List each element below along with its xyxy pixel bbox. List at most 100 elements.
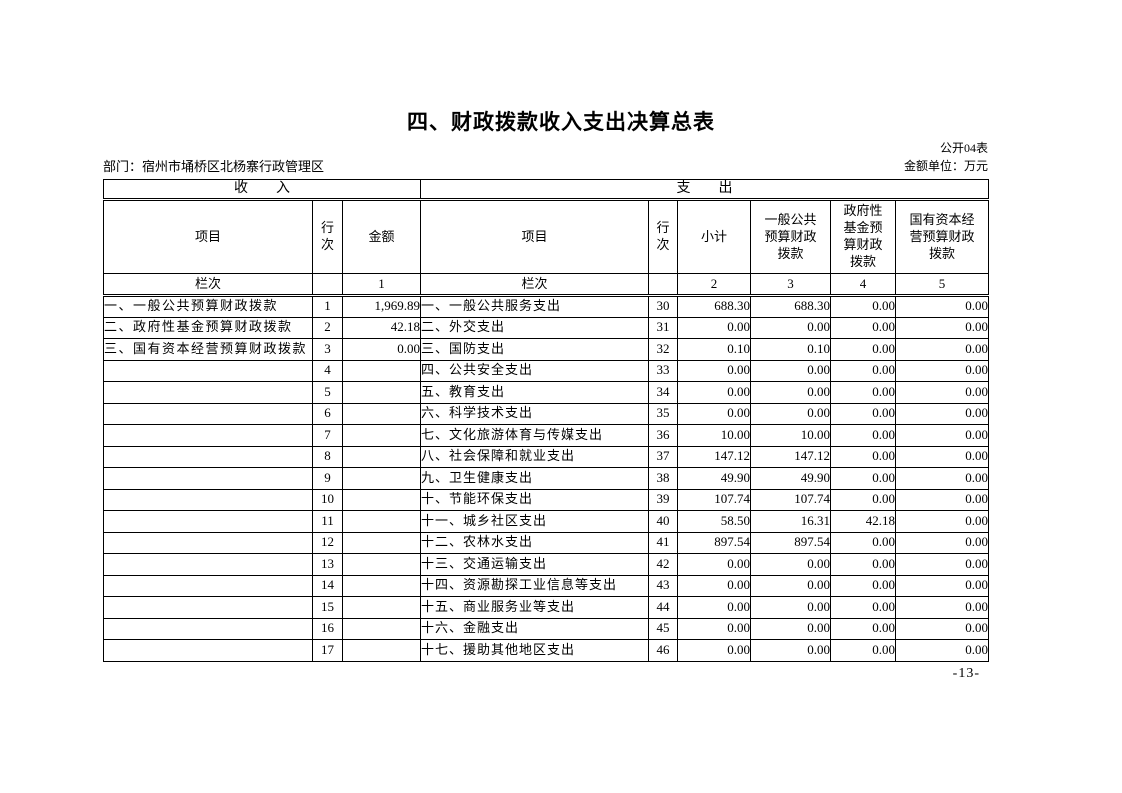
page-number: -13- <box>952 666 980 681</box>
income-line-header: 行 次 <box>312 199 343 275</box>
expense-line-cell: 33 <box>648 359 678 383</box>
income-item-cell <box>103 574 313 598</box>
income-item-header: 项目 <box>103 199 313 275</box>
state-capital-cell: 0.00 <box>895 488 989 512</box>
general-budget-cell: 0.10 <box>750 338 831 361</box>
subtotal-colnum: 2 <box>677 273 751 298</box>
expense-line-cell: 30 <box>648 295 678 318</box>
income-line-cell: 1 <box>312 295 343 318</box>
income-line-cell: 2 <box>312 316 343 340</box>
state-capital-cell: 0.00 <box>895 381 989 404</box>
page-title: 四、财政拨款收入支出决算总表 <box>407 110 715 134</box>
income-line-cell: 4 <box>312 359 343 383</box>
income-amount-cell <box>342 467 421 490</box>
income-amount-cell <box>342 574 421 598</box>
table-row: 4 四、公共安全支出 33 0.00 0.00 0.00 0.00 <box>103 359 989 383</box>
income-amount-cell <box>342 488 421 512</box>
general-budget-cell: 0.00 <box>750 359 831 383</box>
gov-fund-cell: 0.00 <box>830 445 896 469</box>
state-capital-colnum: 5 <box>895 273 989 298</box>
expense-line-cell: 46 <box>648 639 678 662</box>
state-capital-cell: 0.00 <box>895 596 989 619</box>
subtotal-cell: 0.00 <box>677 359 751 383</box>
income-item-cell: 一、一般公共预算财政拨款 <box>103 295 313 318</box>
subtotal-cell: 688.30 <box>677 295 751 318</box>
general-budget-cell: 0.00 <box>750 639 831 662</box>
income-item-cell <box>103 445 313 469</box>
gov-fund-cell: 0.00 <box>830 596 896 619</box>
income-item-cell: 三、国有资本经营预算财政拨款 <box>103 338 313 361</box>
general-budget-cell: 0.00 <box>750 617 831 641</box>
subtotal-cell: 0.00 <box>677 553 751 576</box>
general-budget-cell: 0.00 <box>750 574 831 598</box>
state-capital-cell: 0.00 <box>895 295 989 318</box>
income-amount-cell <box>342 402 421 426</box>
income-line-cell: 6 <box>312 402 343 426</box>
expense-line-cell: 41 <box>648 531 678 555</box>
income-line-cell: 7 <box>312 424 343 447</box>
expense-item-cell: 十七、援助其他地区支出 <box>420 639 649 662</box>
form-code-label: 公开04表 <box>939 141 988 155</box>
state-capital-cell: 0.00 <box>895 639 989 662</box>
section-header-row: 收 入 支 出 <box>103 178 989 202</box>
income-line-cell: 16 <box>312 617 343 641</box>
column-number-row: 栏次 1 栏次 2 3 4 5 <box>103 273 989 298</box>
income-amount-cell <box>342 510 421 533</box>
subtotal-cell: 0.00 <box>677 617 751 641</box>
income-amount-header: 金额 <box>342 199 421 275</box>
income-line-cell: 12 <box>312 531 343 555</box>
expense-item-cell: 十五、商业服务业等支出 <box>420 596 649 619</box>
department-label: 部门：宿州市埇桥区北杨寨行政管理区 <box>103 159 325 174</box>
unit-label: 金额单位：万元 <box>903 159 988 173</box>
expense-section-header: 支 出 <box>420 178 989 202</box>
income-item-cell: 二、政府性基金预算财政拨款 <box>103 316 313 340</box>
expense-item-cell: 三、国防支出 <box>420 338 649 361</box>
subtotal-cell: 0.10 <box>677 338 751 361</box>
income-section-header: 收 入 <box>103 178 421 202</box>
table-row: 13 十三、交通运输支出 42 0.00 0.00 0.00 0.00 <box>103 553 989 576</box>
income-amount-cell <box>342 381 421 404</box>
subtotal-cell: 10.00 <box>677 424 751 447</box>
expense-colnum-label: 栏次 <box>420 273 649 298</box>
income-item-cell <box>103 381 313 404</box>
table-row: 8 八、社会保障和就业支出 37 147.12 147.12 0.00 0.00 <box>103 445 989 469</box>
expense-line-cell: 45 <box>648 617 678 641</box>
general-budget-cell: 897.54 <box>750 531 831 555</box>
general-budget-header: 一般公共 预算财政 拨款 <box>750 199 831 275</box>
subtotal-cell: 0.00 <box>677 381 751 404</box>
expense-line-cell: 42 <box>648 553 678 576</box>
state-capital-cell: 0.00 <box>895 553 989 576</box>
gov-fund-cell: 0.00 <box>830 574 896 598</box>
income-amount-cell: 1,969.89 <box>342 295 421 318</box>
state-capital-cell: 0.00 <box>895 359 989 383</box>
income-line-colnum <box>312 273 343 298</box>
state-capital-cell: 0.00 <box>895 531 989 555</box>
state-capital-cell: 0.00 <box>895 510 989 533</box>
gov-fund-cell: 0.00 <box>830 295 896 318</box>
income-amount-cell <box>342 445 421 469</box>
expense-line-cell: 38 <box>648 467 678 490</box>
income-line-cell: 15 <box>312 596 343 619</box>
general-budget-cell: 0.00 <box>750 596 831 619</box>
income-line-cell: 14 <box>312 574 343 598</box>
expense-item-cell: 十六、金融支出 <box>420 617 649 641</box>
income-line-cell: 8 <box>312 445 343 469</box>
gov-fund-cell: 0.00 <box>830 553 896 576</box>
income-line-cell: 17 <box>312 639 343 662</box>
expense-item-cell: 十二、农林水支出 <box>420 531 649 555</box>
gov-fund-cell: 0.00 <box>830 338 896 361</box>
income-line-cell: 3 <box>312 338 343 361</box>
table-row: 9 九、卫生健康支出 38 49.90 49.90 0.00 0.00 <box>103 467 989 490</box>
income-line-cell: 9 <box>312 467 343 490</box>
table-row: 17 十七、援助其他地区支出 46 0.00 0.00 0.00 0.00 <box>103 639 989 662</box>
state-capital-cell: 0.00 <box>895 445 989 469</box>
income-item-cell <box>103 596 313 619</box>
expense-line-cell: 32 <box>648 338 678 361</box>
expense-line-cell: 37 <box>648 445 678 469</box>
expense-line-cell: 35 <box>648 402 678 426</box>
expense-item-cell: 十、节能环保支出 <box>420 488 649 512</box>
state-capital-header: 国有资本经 营预算财政 拨款 <box>895 199 989 275</box>
state-capital-cell: 0.00 <box>895 316 989 340</box>
income-line-cell: 13 <box>312 553 343 576</box>
general-budget-cell: 0.00 <box>750 316 831 340</box>
